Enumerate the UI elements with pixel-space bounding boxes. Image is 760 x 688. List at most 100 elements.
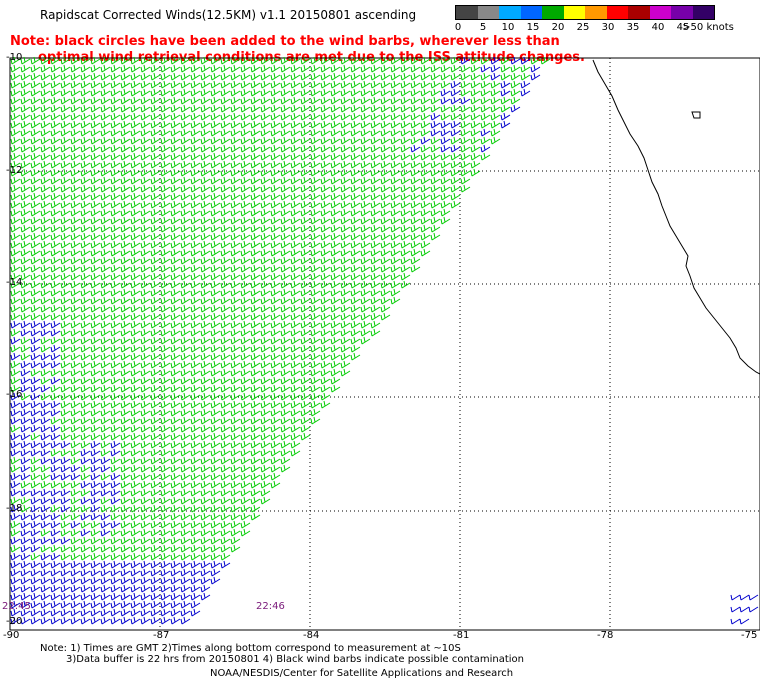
- wind-barb: [110, 560, 121, 569]
- wind-barb: [190, 424, 201, 433]
- wind-barb: [140, 512, 151, 521]
- wind-barb: [70, 288, 81, 297]
- wind-barb: [180, 392, 191, 401]
- wind-barb: [80, 352, 91, 361]
- wind-barb: [50, 440, 61, 449]
- wind-barb: [400, 72, 411, 81]
- wind-barb: [200, 64, 211, 73]
- wind-barb: [170, 608, 181, 617]
- wind-barb: [60, 544, 71, 553]
- footer-note-2: 3)Data buffer is 22 hrs from 20150801 4)…: [66, 654, 524, 665]
- wind-barb: [160, 352, 171, 361]
- wind-barb: [60, 528, 71, 537]
- wind-barb: [220, 480, 231, 489]
- wind-barb: [130, 232, 141, 241]
- wind-barb: [100, 192, 111, 201]
- wind-barb: [120, 208, 131, 217]
- wind-barb: [360, 312, 371, 321]
- wind-barb: [190, 448, 201, 457]
- wind-barb: [260, 224, 271, 233]
- wind-barb: [80, 80, 91, 89]
- wind-barb: [190, 280, 201, 289]
- wind-barb: [170, 208, 181, 217]
- wind-barb: [180, 304, 191, 313]
- wind-barb: [170, 440, 181, 449]
- wind-barb: [480, 80, 491, 89]
- wind-barb: [290, 120, 301, 129]
- wind-barb: [90, 264, 101, 273]
- wind-barb: [120, 248, 131, 257]
- wind-barb: [100, 336, 111, 345]
- wind-barb: [190, 64, 201, 73]
- wind-barb: [380, 256, 391, 265]
- wind-barb: [100, 248, 111, 257]
- wind-barb: [210, 432, 221, 441]
- wind-barb: [390, 200, 401, 209]
- wind-barb: [40, 312, 51, 321]
- wind-barb: [180, 616, 191, 625]
- wind-barb: [50, 192, 61, 201]
- wind-barb: [370, 96, 381, 105]
- wind-barb: [390, 112, 401, 121]
- wind-barb: [280, 72, 291, 81]
- wind-barb: [10, 128, 21, 137]
- wind-barb: [100, 136, 111, 145]
- wind-barb: [80, 480, 91, 489]
- wind-barb: [70, 592, 81, 601]
- wind-barb: [140, 312, 151, 321]
- wind-barb: [400, 248, 411, 257]
- wind-barb: [370, 160, 381, 169]
- wind-barb: [340, 64, 351, 73]
- wind-barb: [150, 136, 161, 145]
- wind-barb: [260, 208, 271, 217]
- wind-barb: [280, 264, 291, 273]
- wind-barb: [30, 144, 41, 153]
- wind-barb: [190, 176, 201, 185]
- wind-barb: [420, 104, 431, 113]
- wind-barb: [290, 392, 301, 401]
- wind-barb: [270, 88, 281, 97]
- wind-barb: [70, 488, 81, 497]
- wind-barb: [60, 304, 71, 313]
- wind-barb: [470, 168, 481, 177]
- wind-barb: [300, 304, 311, 313]
- wind-barb: [60, 352, 71, 361]
- wind-barb: [110, 56, 121, 65]
- wind-barb: [120, 192, 131, 201]
- wind-barb: [20, 216, 31, 225]
- wind-barb: [150, 336, 161, 345]
- wind-barb: [160, 400, 171, 409]
- wind-barb: [40, 304, 51, 313]
- wind-barb: [140, 104, 151, 113]
- wind-barb: [270, 168, 281, 177]
- wind-barb: [60, 288, 71, 297]
- wind-barb: [250, 88, 261, 97]
- wind-barb: [70, 352, 81, 361]
- wind-barb: [460, 168, 471, 177]
- wind-barb: [170, 392, 181, 401]
- wind-barb: [290, 360, 301, 369]
- wind-barb: [190, 160, 201, 169]
- wind-barb: [170, 552, 181, 561]
- wind-barb: [190, 456, 201, 465]
- wind-barb: [70, 296, 81, 305]
- wind-barb: [170, 312, 181, 321]
- wind-barb: [210, 280, 221, 289]
- wind-barb: [190, 512, 201, 521]
- wind-barb: [150, 352, 161, 361]
- wind-barb: [160, 224, 171, 233]
- wind-barb: [230, 288, 241, 297]
- wind-barb: [420, 192, 431, 201]
- wind-barb: [280, 232, 291, 241]
- wind-barb: [110, 128, 121, 137]
- wind-barb: [260, 264, 271, 273]
- wind-barb: [250, 128, 261, 137]
- wind-barb: [410, 72, 421, 81]
- wind-barb: [410, 80, 421, 89]
- wind-barb: [100, 280, 111, 289]
- wind-barb: [310, 288, 321, 297]
- wind-barb: [490, 120, 501, 129]
- wind-barb: [240, 104, 251, 113]
- wind-barb: [480, 64, 491, 73]
- wind-barb: [110, 64, 121, 73]
